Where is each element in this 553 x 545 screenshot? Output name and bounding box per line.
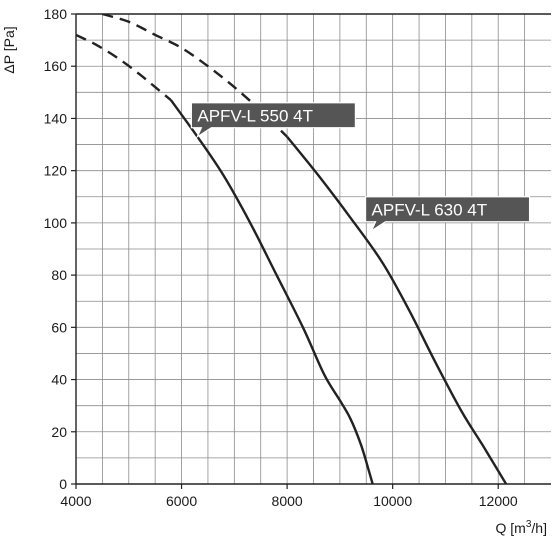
x-tick-label: 8000 (272, 493, 303, 509)
series-callouts: APFV-L 550 4T APFV-L 630 4T (190, 102, 531, 233)
y-tick-label: 160 (44, 58, 68, 74)
series-1-dashed-line (76, 33, 172, 102)
series-lines (76, 14, 508, 484)
series-1-callout-label: APFV-L 550 4T (197, 107, 313, 126)
x-tick-label: 6000 (166, 493, 197, 509)
x-tick-label: 4000 (60, 493, 91, 509)
series-1-callout-box (190, 102, 356, 139)
y-tick-label: 120 (44, 163, 68, 179)
series-1-solid-line (170, 99, 374, 484)
y-tick-label: 80 (51, 267, 67, 283)
series-2-dashed-line (102, 14, 288, 138)
y-axis-label: ΔP [Pa] (1, 26, 17, 73)
series-2-solid-line (286, 135, 508, 484)
x-axis-label: Q [m3/h] (496, 519, 547, 536)
y-tick-label: 60 (51, 319, 67, 335)
series-2-callout-label: APFV-L 630 4T (372, 201, 488, 220)
y-tick-label: 140 (44, 110, 68, 126)
x-tick-label: 10000 (373, 493, 412, 509)
series-2-callout-box (364, 196, 531, 233)
y-tick-label: 20 (51, 424, 67, 440)
y-tick-label: 100 (44, 215, 68, 231)
axes (71, 13, 551, 489)
y-tick-label: 40 (51, 372, 67, 388)
grid (76, 14, 551, 484)
y-tick-label: 180 (44, 6, 68, 22)
y-tick-label: 0 (59, 476, 67, 492)
tick-labels: 0 20 40 60 80 100 120 140 160 180 4000 6000 8000 1000… (44, 6, 518, 509)
x-tick-label: 12000 (479, 493, 518, 509)
